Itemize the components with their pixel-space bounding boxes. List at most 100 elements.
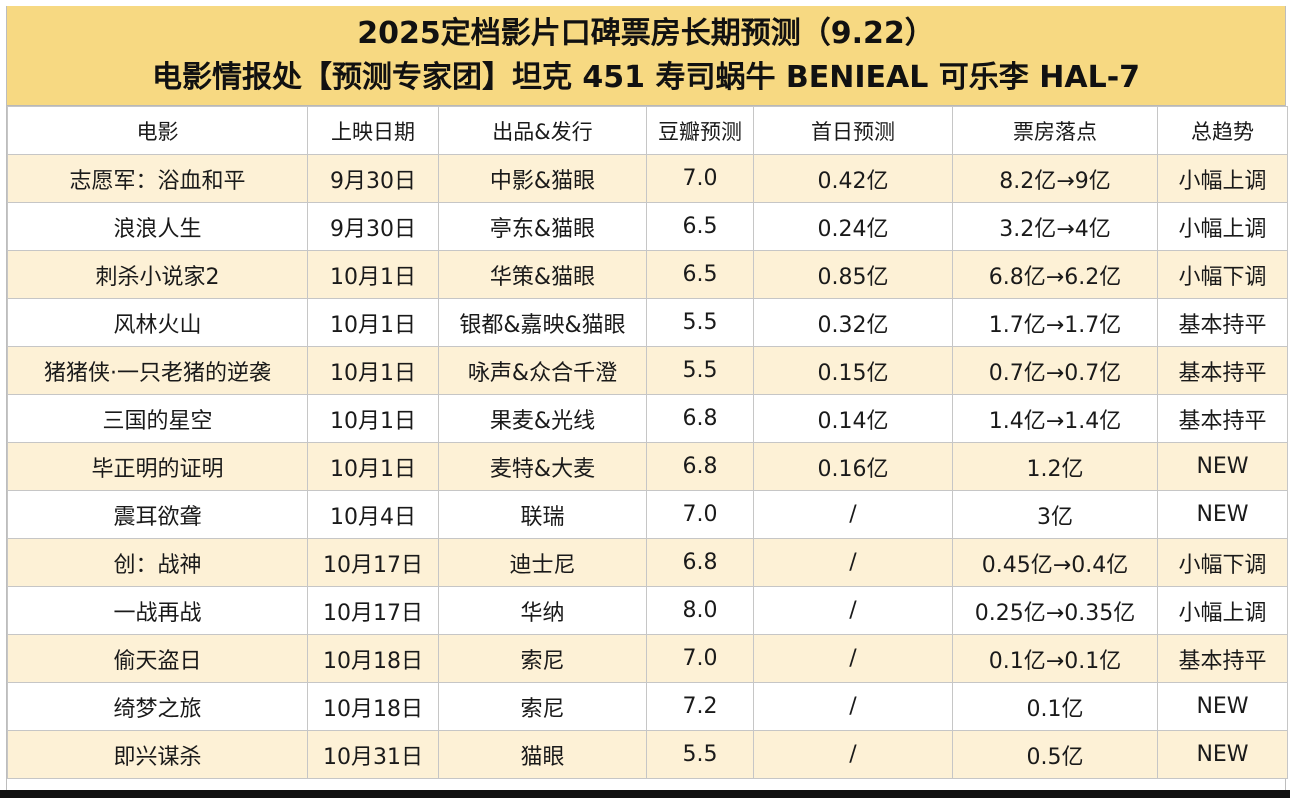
cell-first-day-forecast: 0.42亿: [753, 154, 953, 203]
cell-box-office: 3.2亿→4亿: [952, 202, 1158, 251]
cell-distributor: 亭东&猫眼: [438, 202, 647, 251]
cell-trend: 小幅上调: [1157, 586, 1288, 635]
cell-box-office: 0.1亿→0.1亿: [952, 634, 1158, 683]
cell-film: 风林火山: [7, 298, 308, 347]
cell-douban-forecast: 5.5: [646, 346, 754, 395]
cell-douban-forecast: 6.5: [646, 202, 754, 251]
cell-film: 震耳欲聋: [7, 490, 308, 539]
cell-douban-forecast: 6.8: [646, 442, 754, 491]
cell-douban-forecast: 8.0: [646, 586, 754, 635]
cell-first-day-forecast: 0.85亿: [753, 250, 953, 299]
cell-distributor: 猫眼: [438, 730, 647, 779]
table-row: 一战再战 10月17日 华纳 8.0/0.25亿→0.35亿 小幅上调: [7, 586, 1288, 635]
table-body: 志愿军：浴血和平 9月30日 中影&猫眼 7.0 0.42亿 8.2亿→9亿 小幅上调 浪浪人…: [7, 154, 1288, 779]
cell-trend: 小幅上调: [1157, 202, 1288, 251]
cell-release-date: 10月1日: [307, 250, 439, 299]
cell-release-date: 10月18日: [307, 634, 439, 683]
cell-film: 刺杀小说家2: [7, 250, 308, 299]
cell-distributor: 咏声&众合千澄: [438, 346, 647, 395]
cell-film: 创：战神: [7, 538, 308, 587]
column-header-release-date: 上映日期: [307, 106, 439, 155]
cell-douban-forecast: 5.5: [646, 298, 754, 347]
table-row: 猪猪侠·一只老猪的逆袭 10月1日 咏声&众合千澄 5.5 0.15亿 0.7亿→0.7亿…: [7, 346, 1288, 395]
cell-box-office: 0.45亿→0.4亿: [952, 538, 1158, 587]
cell-release-date: 10月1日: [307, 346, 439, 395]
table-row: 浪浪人生 9月30日 亭东&猫眼 6.5 0.24亿 3.2亿→4亿 小幅上调: [7, 202, 1288, 251]
forecast-table: 电影 上映日期 出品&发行 豆瓣预测 首日预测 票房落点 总趋势 志愿军：浴血和…: [7, 106, 1288, 779]
cell-douban-forecast: 6.8: [646, 538, 754, 587]
forecast-sheet: 2025定档影片口碑票房长期预测（9.22） 电影情报处【预测专家团】坦克 45…: [6, 6, 1288, 790]
cell-film: 志愿军：浴血和平: [7, 154, 308, 203]
cell-box-office: 1.2亿: [952, 442, 1158, 491]
page-subtitle: 电影情报处【预测专家团】坦克 451 寿司蜗牛 BENIEAL 可乐李 HAL-…: [151, 59, 1141, 95]
cell-first-day-forecast: /: [753, 538, 953, 587]
cell-release-date: 10月17日: [307, 538, 439, 587]
cell-film: 猪猪侠·一只老猪的逆袭: [7, 346, 308, 395]
table-row: 毕正明的证明 10月1日 麦特&大麦 6.8 0.16亿 1.2亿 NEW: [7, 442, 1288, 491]
cell-first-day-forecast: /: [753, 634, 953, 683]
cell-release-date: 9月30日: [307, 202, 439, 251]
cell-release-date: 10月1日: [307, 442, 439, 491]
table-row: 即兴谋杀 10月31日 猫眼 5.5/0.5亿 NEW: [7, 730, 1288, 779]
page-title: 2025定档影片口碑票房长期预测（9.22）: [357, 15, 935, 51]
cell-douban-forecast: 7.0: [646, 490, 754, 539]
cell-distributor: 银都&嘉映&猫眼: [438, 298, 647, 347]
cell-box-office: 0.7亿→0.7亿: [952, 346, 1158, 395]
table-row: 绮梦之旅 10月18日 索尼 7.2/0.1亿 NEW: [7, 682, 1288, 731]
cell-box-office: 6.8亿→6.2亿: [952, 250, 1158, 299]
cell-box-office: 1.4亿→1.4亿: [952, 394, 1158, 443]
cell-first-day-forecast: /: [753, 682, 953, 731]
table-header-row: 电影 上映日期 出品&发行 豆瓣预测 首日预测 票房落点 总趋势: [7, 106, 1288, 155]
cell-distributor: 索尼: [438, 634, 647, 683]
cell-release-date: 10月1日: [307, 298, 439, 347]
cell-first-day-forecast: /: [753, 490, 953, 539]
table-row: 志愿军：浴血和平 9月30日 中影&猫眼 7.0 0.42亿 8.2亿→9亿 小幅上调: [7, 154, 1288, 203]
cell-distributor: 麦特&大麦: [438, 442, 647, 491]
cell-first-day-forecast: 0.16亿: [753, 442, 953, 491]
cell-film: 三国的星空: [7, 394, 308, 443]
cell-film: 毕正明的证明: [7, 442, 308, 491]
cell-douban-forecast: 5.5: [646, 730, 754, 779]
column-header-douban-forecast: 豆瓣预测: [646, 106, 754, 155]
table-row: 三国的星空 10月1日 果麦&光线 6.8 0.14亿 1.4亿→1.4亿 基本持平: [7, 394, 1288, 443]
cell-distributor: 果麦&光线: [438, 394, 647, 443]
bottom-edge-bar: [0, 790, 1290, 798]
cell-box-office: 3亿: [952, 490, 1158, 539]
cell-first-day-forecast: /: [753, 586, 953, 635]
cell-release-date: 10月18日: [307, 682, 439, 731]
cell-film: 绮梦之旅: [7, 682, 308, 731]
cell-first-day-forecast: 0.15亿: [753, 346, 953, 395]
cell-release-date: 9月30日: [307, 154, 439, 203]
cell-release-date: 10月4日: [307, 490, 439, 539]
column-header-trend: 总趋势: [1157, 106, 1288, 155]
cell-box-office: 0.1亿: [952, 682, 1158, 731]
cell-distributor: 迪士尼: [438, 538, 647, 587]
cell-douban-forecast: 6.5: [646, 250, 754, 299]
cell-film: 一战再战: [7, 586, 308, 635]
cell-douban-forecast: 7.0: [646, 154, 754, 203]
title-banner: 2025定档影片口碑票房长期预测（9.22） 电影情报处【预测专家团】坦克 45…: [7, 6, 1285, 106]
cell-trend: NEW: [1157, 442, 1288, 491]
cell-box-office: 8.2亿→9亿: [952, 154, 1158, 203]
table-row: 创：战神 10月17日 迪士尼 6.8/0.45亿→0.4亿 小幅下调: [7, 538, 1288, 587]
cell-trend: 基本持平: [1157, 346, 1288, 395]
cell-film: 偷天盗日: [7, 634, 308, 683]
cell-film: 即兴谋杀: [7, 730, 308, 779]
cell-box-office: 0.25亿→0.35亿: [952, 586, 1158, 635]
cell-first-day-forecast: /: [753, 730, 953, 779]
cell-first-day-forecast: 0.32亿: [753, 298, 953, 347]
cell-douban-forecast: 6.8: [646, 394, 754, 443]
cell-trend: 基本持平: [1157, 394, 1288, 443]
cell-release-date: 10月1日: [307, 394, 439, 443]
cell-distributor: 华纳: [438, 586, 647, 635]
cell-trend: NEW: [1157, 730, 1288, 779]
cell-trend: NEW: [1157, 682, 1288, 731]
cell-trend: 基本持平: [1157, 298, 1288, 347]
cell-trend: 基本持平: [1157, 634, 1288, 683]
cell-release-date: 10月17日: [307, 586, 439, 635]
cell-distributor: 华策&猫眼: [438, 250, 647, 299]
table-row: 震耳欲聋 10月4日 联瑞 7.0/3亿 NEW: [7, 490, 1288, 539]
cell-trend: 小幅下调: [1157, 538, 1288, 587]
cell-douban-forecast: 7.0: [646, 634, 754, 683]
cell-distributor: 索尼: [438, 682, 647, 731]
